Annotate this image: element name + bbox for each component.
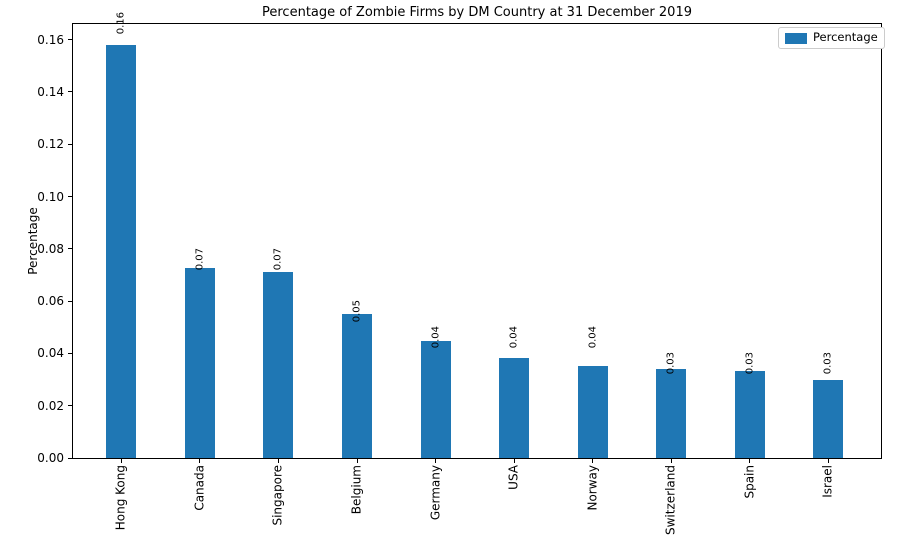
bar: [420, 341, 451, 458]
x-tick-mark: [513, 459, 515, 463]
bar-value-label: 0.04: [508, 325, 520, 349]
x-tick-label: Belgium: [349, 465, 364, 515]
bar-value-label: 0.04: [587, 325, 599, 349]
y-tick-mark: [68, 352, 72, 354]
legend-label: Percentage: [813, 30, 878, 45]
x-tick-mark: [435, 459, 437, 463]
x-tick-label: Singapore: [270, 465, 285, 526]
y-tick-label: 0.06: [37, 294, 64, 309]
chart-title: Percentage of Zombie Firms by DM Country…: [262, 5, 692, 20]
bar-value-label: 0.16: [115, 12, 127, 35]
x-tick-label: Norway: [585, 465, 600, 511]
x-tick-label: Spain: [742, 465, 757, 499]
y-tick-mark: [68, 405, 72, 407]
bar-value-label: 0.04: [430, 325, 442, 349]
y-tick-label: 0.12: [37, 137, 64, 152]
y-tick-label: 0.00: [37, 451, 64, 465]
bar: [184, 268, 215, 458]
bar: [577, 366, 608, 458]
bar: [499, 358, 530, 458]
legend-swatch-icon: [785, 32, 807, 44]
bar-value-label: 0.03: [822, 352, 834, 375]
bar: [263, 271, 294, 458]
x-tick-label: Hong Kong: [113, 465, 128, 531]
x-tick-mark: [199, 459, 201, 463]
y-tick-label: 0.04: [37, 346, 64, 361]
x-tick-label: Germany: [427, 465, 442, 521]
bar-value-label: 0.03: [744, 352, 756, 375]
x-tick-mark: [670, 459, 672, 463]
x-tick-mark: [277, 459, 279, 463]
bar: [656, 368, 687, 458]
y-tick-label: 0.08: [37, 241, 64, 256]
y-tick-mark: [68, 196, 72, 198]
bar-value-label: 0.05: [351, 299, 363, 323]
y-tick-label: 0.10: [37, 189, 64, 204]
bar-value-label: 0.07: [272, 247, 284, 270]
y-tick-mark: [68, 91, 72, 93]
x-tick-label: Canada: [192, 465, 207, 511]
plot-area: 0.16 0.07 0.07 0.05 0.04 0.04 0.04 0.03 0.03 0.03: [72, 12, 882, 459]
x-tick-label: Switzerland: [663, 465, 678, 535]
x-tick-mark: [120, 459, 122, 463]
y-tick-label: 0.02: [37, 398, 64, 413]
bar: [342, 314, 372, 458]
x-tick-mark: [749, 459, 751, 463]
x-tick-label: Israel: [820, 465, 835, 498]
legend: Percentage: [778, 27, 885, 49]
y-tick-mark: [68, 300, 72, 302]
y-tick-label: 0.16: [37, 32, 64, 47]
bar-value-label: 0.07: [194, 247, 206, 270]
bar: [734, 371, 765, 458]
y-tick-mark: [68, 143, 72, 145]
x-tick-mark: [827, 459, 829, 463]
y-tick-mark: [68, 457, 72, 459]
y-tick-label: 0.14: [37, 84, 64, 99]
x-tick-label: USA: [506, 465, 521, 490]
bar: [106, 44, 137, 458]
y-tick-mark: [68, 39, 72, 41]
x-tick-mark: [592, 459, 594, 463]
y-tick-mark: [68, 248, 72, 250]
bar: [813, 380, 844, 458]
x-tick-mark: [356, 459, 358, 463]
bar-value-label: 0.03: [665, 352, 677, 375]
